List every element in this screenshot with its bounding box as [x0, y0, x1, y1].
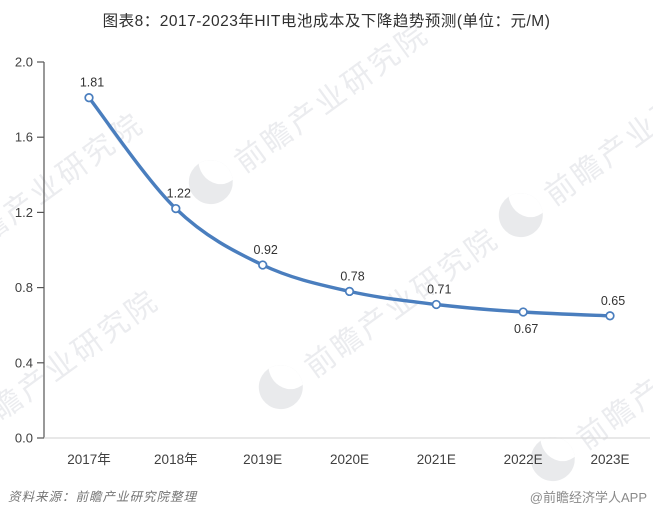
y-tick-label: 0.8	[15, 280, 33, 295]
data-point-marker	[344, 286, 355, 297]
y-tick-label: 0.4	[15, 355, 33, 370]
x-tick-label: 2019E	[243, 452, 282, 467]
data-point-label: 1.22	[167, 187, 191, 201]
x-tick-label: 2017年	[67, 452, 111, 467]
data-point-marker	[605, 311, 615, 321]
data-point-marker	[171, 203, 181, 214]
x-tick-label: 2021E	[417, 452, 456, 467]
data-point-marker	[258, 260, 268, 270]
chart-title: 图表8：2017-2023年HIT电池成本及下降趋势预测(单位：元/M)	[102, 13, 551, 30]
x-tick-label: 2020E	[330, 452, 369, 467]
credit-note: @前瞻经济学人APP	[529, 490, 647, 505]
x-tick-label: 2023E	[590, 452, 629, 467]
data-point-label: 0.71	[427, 283, 451, 297]
data-point-marker	[518, 307, 528, 317]
y-tick-label: 0.0	[15, 431, 33, 446]
data-point-label: 0.67	[514, 322, 538, 336]
data-point-label: 0.78	[340, 269, 364, 283]
y-tick-label: 2.0	[15, 55, 33, 70]
data-point-label: 1.81	[80, 76, 104, 90]
data-point-marker	[431, 299, 441, 310]
data-point-marker	[84, 93, 94, 103]
source-note: 资料来源：前瞻产业研究院整理	[8, 490, 198, 504]
data-point-label: 0.65	[601, 294, 625, 308]
x-tick-label: 2022E	[504, 452, 543, 467]
y-tick-label: 1.2	[15, 205, 33, 220]
data-point-label: 0.92	[254, 243, 278, 257]
x-tick-label: 2018年	[154, 452, 198, 467]
y-tick-label: 1.6	[15, 130, 33, 145]
